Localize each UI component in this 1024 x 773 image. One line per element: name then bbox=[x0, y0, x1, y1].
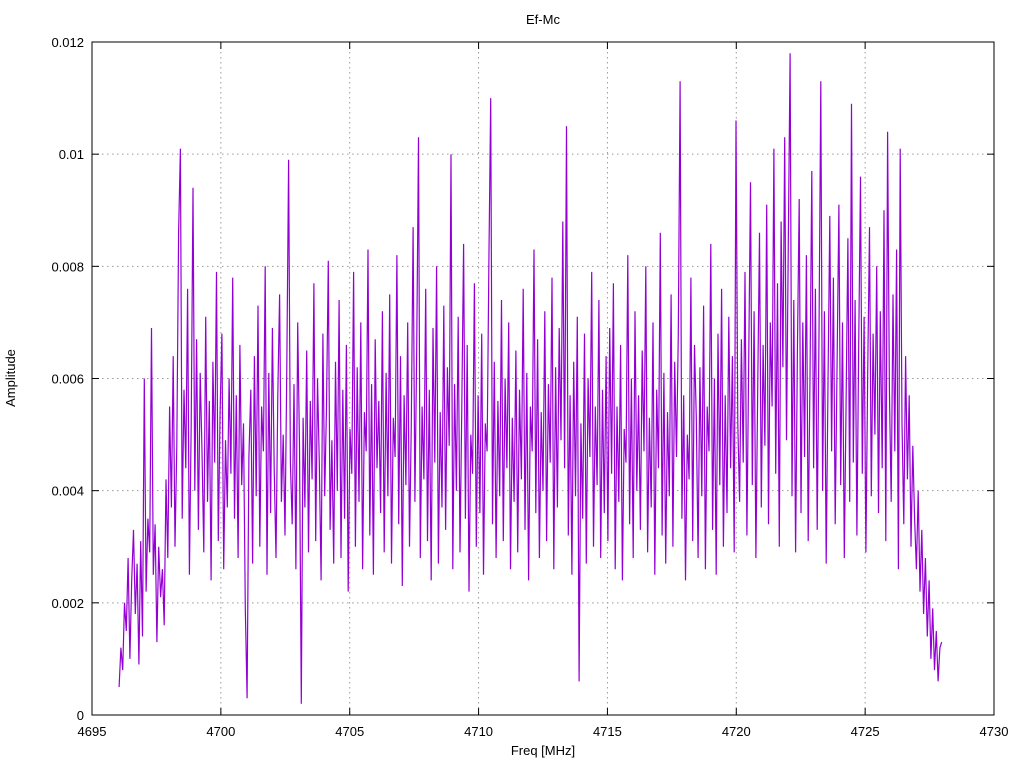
x-tick-label: 4700 bbox=[206, 724, 235, 739]
x-tick-label: 4720 bbox=[722, 724, 751, 739]
x-tick-label: 4705 bbox=[335, 724, 364, 739]
spectrum-line bbox=[118, 53, 943, 704]
x-axis-title: Freq [MHz] bbox=[511, 743, 575, 758]
x-tick-label: 4695 bbox=[78, 724, 107, 739]
x-tick-label: 4715 bbox=[593, 724, 622, 739]
y-tick-label: 0.004 bbox=[51, 484, 84, 499]
y-tick-label: 0 bbox=[77, 708, 84, 723]
x-tick-label: 4725 bbox=[851, 724, 880, 739]
y-tick-label: 0.006 bbox=[51, 372, 84, 387]
y-tick-label: 0.012 bbox=[51, 35, 84, 50]
y-tick-label: 0.008 bbox=[51, 259, 84, 274]
axes bbox=[91, 41, 995, 716]
chart-title: Ef-Mc bbox=[526, 12, 560, 27]
data-series bbox=[118, 53, 943, 704]
y-axis-title: Amplitude bbox=[3, 349, 18, 407]
y-tick-label: 0.01 bbox=[59, 147, 84, 162]
tick-labels: 4695 4700 4705 4710 4715 4720 4725 4730 0 0.002 0.… bbox=[51, 35, 1008, 739]
x-tick-label: 4730 bbox=[980, 724, 1009, 739]
x-tick-label: 4710 bbox=[464, 724, 493, 739]
y-tick-label: 0.002 bbox=[51, 596, 84, 611]
